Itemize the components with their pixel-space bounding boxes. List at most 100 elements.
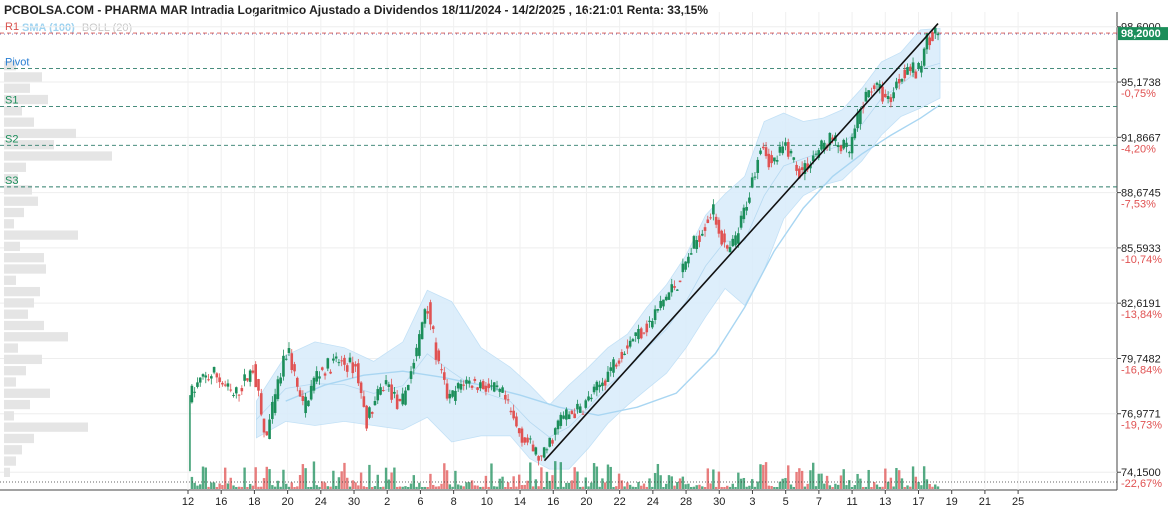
- volume-bar: [612, 486, 615, 489]
- volume-bar: [590, 482, 593, 489]
- volume-bar: [748, 485, 751, 489]
- candle-body: [814, 153, 818, 155]
- volume-bar: [739, 478, 743, 489]
- volume-bar: [504, 486, 507, 489]
- candle-body: [540, 455, 543, 457]
- volume-bar: [753, 486, 757, 489]
- volume-bar: [459, 485, 463, 489]
- candle-body: [700, 233, 704, 236]
- candle-body: [675, 289, 679, 291]
- y-tick-label: 95,1738: [1121, 77, 1161, 89]
- x-tick-label: 7: [816, 496, 822, 508]
- volume-profile-bar: [4, 230, 78, 240]
- candle-body: [922, 48, 926, 66]
- volume-bar: [778, 481, 782, 489]
- candle-body: [340, 360, 343, 362]
- x-tick-label: 13: [879, 496, 891, 508]
- candle-body: [695, 240, 699, 250]
- volume-bar: [678, 478, 682, 489]
- candle-body: [304, 396, 307, 414]
- volume-bar: [820, 473, 823, 489]
- volume-profile-bar: [4, 94, 48, 105]
- x-tick-label: 18: [248, 496, 260, 508]
- candle-body: [750, 177, 754, 188]
- candle-body: [576, 403, 579, 410]
- volume-bar: [545, 471, 549, 489]
- volume-profile-bar: [4, 320, 44, 331]
- volume-bar: [914, 476, 918, 489]
- volume-bar: [534, 479, 538, 489]
- candle-body: [609, 367, 613, 371]
- volume-bar: [631, 486, 635, 489]
- x-tick-label: 5: [783, 496, 789, 508]
- candle-body: [781, 146, 784, 154]
- volume-bar: [307, 486, 310, 489]
- volume-bar: [875, 484, 879, 489]
- volume-bar: [900, 478, 904, 489]
- volume-bar: [373, 486, 377, 489]
- volume-bar: [354, 482, 357, 489]
- volume-bar: [462, 486, 465, 489]
- candle-body: [212, 366, 216, 373]
- volume-bar: [889, 477, 893, 489]
- candle-body: [639, 328, 643, 339]
- candle-body: [626, 345, 629, 349]
- volume-bar: [773, 486, 776, 489]
- candle-body: [384, 380, 388, 385]
- candle-body: [395, 394, 399, 409]
- volume-bar: [268, 469, 271, 489]
- candle-body: [434, 342, 438, 360]
- candle-body: [648, 320, 651, 323]
- volume-bar: [859, 478, 862, 489]
- candle-body: [357, 363, 360, 384]
- candle-body: [248, 370, 252, 382]
- volume-bar: [653, 473, 657, 489]
- volume-profile-bar: [4, 207, 24, 218]
- x-tick-label: 10: [481, 496, 493, 508]
- candle-body: [603, 380, 607, 386]
- volume-bar: [853, 485, 857, 489]
- candle-body: [387, 384, 391, 387]
- volume-bar: [909, 486, 912, 489]
- candle-body: [664, 296, 668, 301]
- candle-body: [717, 219, 721, 234]
- volume-bar: [456, 484, 460, 489]
- candle-body: [271, 401, 274, 420]
- volume-bar: [473, 485, 477, 489]
- candle-body: [759, 150, 762, 154]
- candle-body: [737, 233, 740, 244]
- candle-body: [315, 371, 319, 382]
- volume-bar: [665, 483, 668, 489]
- candle-body: [786, 142, 790, 157]
- candles-group: [189, 27, 940, 472]
- volume-bar: [714, 486, 718, 489]
- candle-body: [479, 382, 482, 389]
- volume-bar: [570, 480, 574, 489]
- volume-bar: [271, 485, 274, 489]
- volume-bar: [867, 469, 870, 489]
- y-tick-pct: -0,75%: [1121, 88, 1156, 100]
- volume-profile-bar: [4, 241, 20, 252]
- candle-body: [845, 142, 848, 148]
- candle-body: [553, 428, 557, 435]
- candle-body: [365, 405, 368, 429]
- volume-bar: [221, 485, 224, 489]
- volume-bar: [215, 486, 219, 489]
- y-tick-label: 74,1500: [1121, 467, 1161, 479]
- volume-profile-bar: [4, 173, 18, 184]
- volume-bar: [196, 485, 199, 489]
- candle-body: [418, 334, 421, 356]
- candle-body: [900, 79, 904, 82]
- candle-body: [895, 81, 898, 89]
- volume-bar: [734, 486, 737, 489]
- candle-body: [398, 398, 402, 402]
- volume-bar: [850, 486, 854, 489]
- candle-body: [309, 385, 313, 400]
- candle-body: [537, 456, 540, 461]
- legend-boll[interactable]: BOLL (20): [81, 22, 133, 34]
- x-tick-label: 3: [749, 496, 755, 508]
- candle-body: [542, 447, 546, 458]
- candle-body: [368, 407, 371, 418]
- volume-profile-bar: [4, 275, 16, 285]
- legend-sma[interactable]: SMA (100): [22, 22, 75, 34]
